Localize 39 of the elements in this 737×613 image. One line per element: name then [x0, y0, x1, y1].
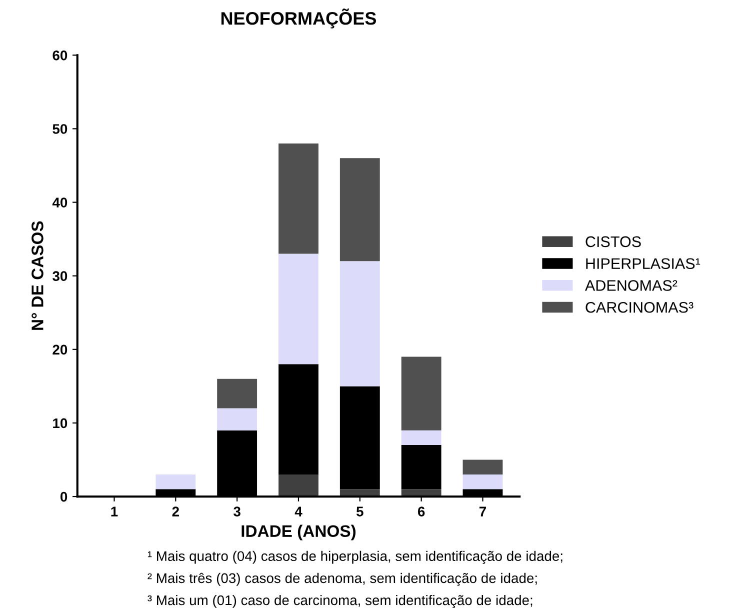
x-tick-label: 1 [111, 506, 118, 516]
chart-title: NEOFORMAÇÕES [221, 8, 376, 28]
y-tick-label: 50 [52, 124, 68, 134]
y-tick-label: 0 [60, 492, 68, 502]
bar [340, 386, 380, 490]
bar [462, 474, 503, 490]
bar [278, 143, 318, 254]
x-tick-label: 2 [172, 506, 179, 516]
legend-label: ADENOMAS² [584, 280, 678, 291]
y-axis-title: N° DE CASOS [32, 221, 44, 330]
text: ² Mais três (03) casos de adenoma, sem identificação de idade; [148, 572, 537, 586]
x-tick-label: 6 [418, 506, 425, 516]
legend-label: CARCINOMAS³ [586, 302, 694, 313]
x-axis-title: IDADE (ANOS) [242, 524, 356, 540]
bar [217, 408, 258, 430]
bar [401, 445, 442, 490]
bar [278, 254, 318, 364]
legend-label: HIPERPLASIAS¹ [586, 258, 700, 270]
bar [278, 364, 318, 474]
x-tick-label: 3 [234, 506, 240, 516]
bar [156, 474, 196, 490]
x-tick-label: 7 [479, 506, 486, 516]
y-tick-label: 30 [52, 271, 68, 282]
y-tick-label: 60 [52, 50, 68, 60]
bar [401, 356, 442, 430]
text: ³ Mais um (01) caso de carcinoma, sem identificação de idade; [148, 594, 532, 608]
bar [278, 474, 318, 497]
y-tick-label: 20 [52, 344, 68, 355]
x-tick-label: 5 [356, 506, 364, 516]
bar [217, 378, 258, 408]
legend-label: CISTOS [586, 236, 641, 248]
bar [401, 430, 442, 446]
bar [340, 261, 380, 386]
y-tick-label: 10 [53, 418, 68, 428]
text: ¹ Mais quatro (04) casos de hiperplasia, sem identificação de idade; [148, 550, 562, 564]
bar [340, 158, 380, 262]
y-tick-label: 40 [52, 198, 68, 208]
x-tick-label: 4 [294, 506, 302, 516]
bar [462, 460, 503, 474]
